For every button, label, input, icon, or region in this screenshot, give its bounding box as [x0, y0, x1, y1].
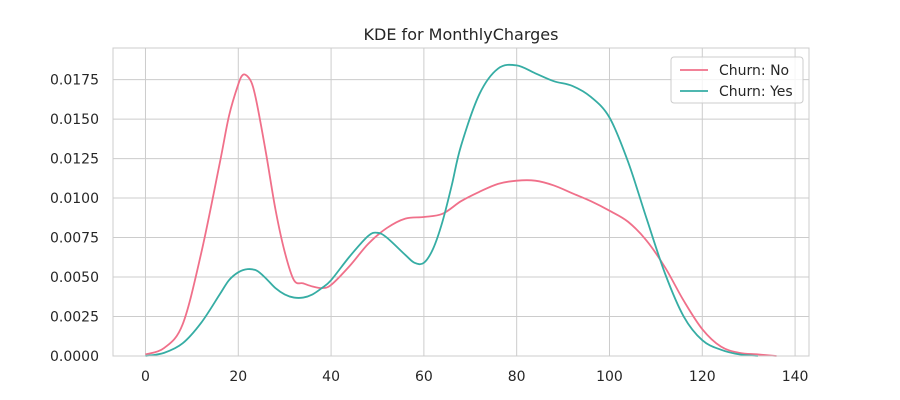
x-tick-label: 20 [229, 369, 247, 385]
y-tick-label: 0.0025 [50, 310, 99, 326]
x-tick-label: 100 [596, 369, 623, 385]
chart-title: KDE for MonthlyCharges [364, 25, 559, 44]
y-tick-label: 0.0100 [50, 191, 99, 207]
y-tick-label: 0.0075 [50, 231, 99, 247]
y-tick-label: 0.0150 [50, 112, 99, 128]
x-tick-label: 140 [782, 369, 809, 385]
series-line-churn-no [145, 73, 777, 357]
legend: Churn: No Churn: Yes [670, 56, 804, 104]
y-tick-label: 0.0125 [50, 152, 99, 168]
legend-label-churn-yes: Churn: Yes [719, 84, 793, 100]
y-tick-label: 0.0050 [50, 270, 99, 286]
x-tick-label: 80 [508, 369, 526, 385]
plot-frame [112, 47, 810, 357]
y-tick-label: 0.0175 [50, 73, 99, 89]
series-lines [145, 63, 777, 357]
series-line-churn-yes [145, 63, 759, 357]
legend-label-churn-no: Churn: No [719, 63, 789, 79]
tick-labels: 0 20 40 60 80 100 120 140 0.0000 0.0025 0.0050 0.00… [50, 73, 808, 385]
x-tick-label: 60 [415, 369, 433, 385]
y-tick-label: 0.0000 [50, 349, 99, 365]
x-tick-label: 40 [322, 369, 340, 385]
x-tick-label: 120 [689, 369, 716, 385]
x-tick-label: 0 [141, 369, 150, 385]
